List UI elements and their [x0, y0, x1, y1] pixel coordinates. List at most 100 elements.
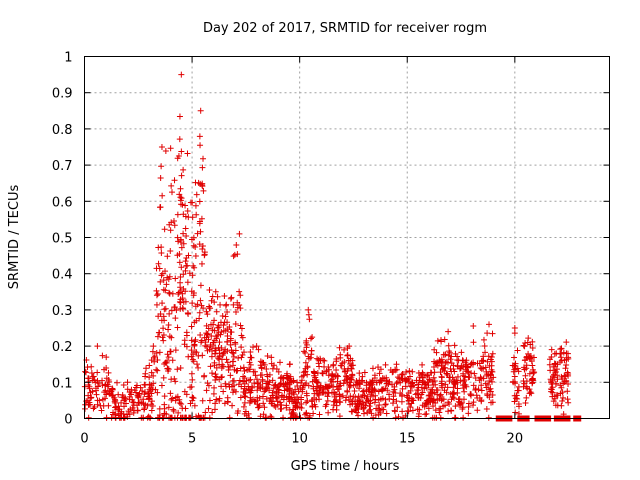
data-point: [240, 364, 247, 371]
data-point: [489, 391, 496, 398]
data-point: [255, 346, 262, 353]
data-point: [178, 172, 185, 179]
data-point: [168, 376, 175, 383]
data-point: [190, 262, 197, 269]
data-point: [564, 396, 571, 403]
data-point: [421, 385, 428, 392]
data-point: [303, 409, 310, 416]
data-point: [214, 332, 221, 339]
data-point: [103, 365, 110, 372]
y-tick-label: 0.8: [52, 123, 73, 138]
data-point: [445, 342, 452, 349]
data-point: [199, 164, 206, 171]
data-point: [179, 405, 186, 412]
data-point: [193, 317, 200, 324]
data-point: [405, 376, 412, 383]
data-point: [154, 333, 161, 340]
data-point: [344, 352, 351, 359]
data-point: [209, 409, 216, 416]
data-point: [461, 388, 468, 395]
data-point: [484, 330, 491, 337]
data-point: [451, 381, 458, 388]
data-point: [386, 391, 393, 398]
data-point: [263, 380, 270, 387]
data-point: [485, 371, 492, 378]
data-point: [186, 270, 193, 277]
data-point: [357, 381, 364, 388]
y-tick-label: 1: [64, 51, 72, 66]
data-point: [523, 394, 530, 401]
data-point: [406, 401, 413, 408]
data-point: [212, 288, 219, 295]
data-point: [211, 317, 218, 324]
data-point: [290, 389, 297, 396]
data-point: [369, 365, 376, 372]
data-point: [101, 395, 108, 402]
data-point: [443, 370, 450, 377]
data-point: [200, 187, 207, 194]
data-point: [158, 144, 165, 150]
data-point: [220, 363, 227, 370]
data-point: [332, 397, 339, 404]
data-point: [247, 394, 254, 401]
data-point: [529, 362, 536, 369]
data-point: [180, 271, 187, 278]
data-point: [483, 406, 490, 413]
data-point: [221, 349, 228, 356]
data-point: [169, 395, 176, 402]
data-point: [130, 409, 137, 416]
data-point: [150, 343, 157, 350]
data-point: [459, 382, 466, 389]
data-point: [283, 402, 290, 409]
data-point: [460, 378, 467, 385]
data-point: [233, 309, 240, 316]
data-point: [178, 71, 185, 78]
data-point: [182, 258, 189, 265]
data-point: [478, 365, 485, 372]
data-point: [472, 386, 479, 393]
data-point: [197, 142, 204, 149]
data-point: [222, 302, 229, 309]
data-point: [470, 339, 477, 346]
data-point: [258, 365, 265, 372]
data-point: [176, 399, 183, 406]
data-point: [177, 194, 184, 201]
data-point: [254, 401, 261, 408]
data-point: [176, 289, 183, 296]
data-point: [310, 410, 317, 417]
data-point: [303, 337, 310, 344]
data-point: [470, 399, 477, 406]
data-point: [392, 389, 399, 396]
data-point: [438, 374, 445, 381]
data-point: [209, 347, 216, 354]
data-point: [85, 375, 92, 382]
data-point: [135, 399, 142, 406]
data-point: [188, 370, 195, 377]
data-point: [520, 383, 527, 390]
data-point: [155, 313, 162, 320]
data-point: [524, 385, 531, 392]
y-axis-label: SRMTID / TECUs: [7, 185, 22, 290]
data-point: [160, 277, 167, 284]
y-tick-label: 0.4: [52, 268, 73, 283]
data-point: [377, 366, 384, 373]
data-point: [247, 376, 254, 383]
data-point: [474, 360, 481, 367]
data-point: [84, 364, 91, 371]
data-point: [445, 399, 452, 406]
data-point: [199, 242, 206, 249]
data-point: [120, 381, 127, 388]
data-point: [399, 393, 406, 400]
data-point: [451, 395, 458, 402]
data-point: [484, 358, 491, 365]
data-point: [350, 382, 357, 389]
data-point: [208, 332, 215, 339]
data-point: [419, 402, 426, 409]
data-point: [432, 360, 439, 367]
data-point: [165, 322, 172, 329]
data-point: [434, 337, 441, 344]
data-point: [465, 374, 472, 381]
data-point: [303, 399, 310, 406]
data-point: [450, 384, 457, 391]
data-point: [305, 306, 312, 313]
